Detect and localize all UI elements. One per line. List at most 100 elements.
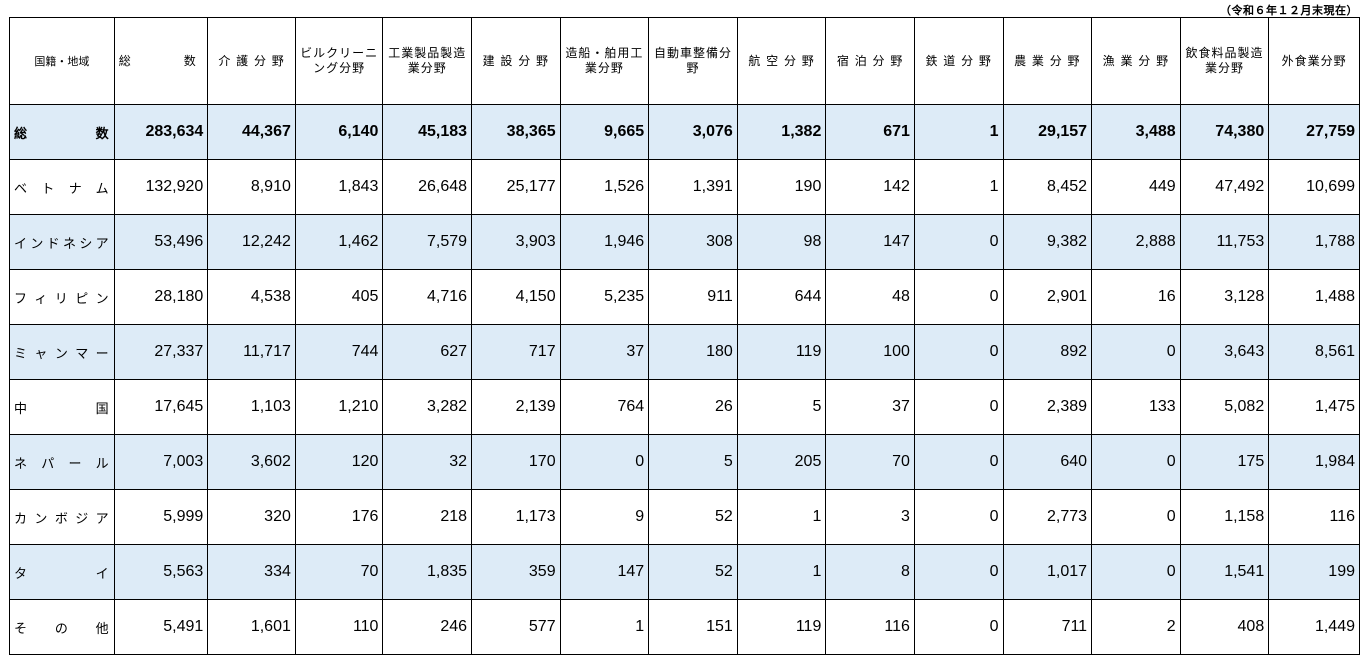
value-cell: 52 xyxy=(648,544,738,600)
value-cell: 26,648 xyxy=(382,159,473,215)
value-cell: 3,282 xyxy=(382,379,473,435)
value-cell: 744 xyxy=(294,324,384,380)
country-cell: ミャンマー xyxy=(9,324,115,380)
header-field: 建 設 分 野 xyxy=(471,17,561,105)
header-field: 自動車整備分野 xyxy=(648,17,738,105)
value-cell: 147 xyxy=(559,544,650,600)
value-cell: 4,716 xyxy=(382,269,473,325)
value-cell: 180 xyxy=(648,324,738,380)
header-field: 農 業 分 野 xyxy=(1002,17,1093,105)
value-cell: 8,910 xyxy=(207,159,296,215)
header-field: 造船・舶用工業分野 xyxy=(559,17,650,105)
value-cell: 0 xyxy=(913,379,1004,435)
value-cell: 1,946 xyxy=(559,214,650,270)
total-cell: 283,634 xyxy=(113,104,209,160)
value-cell: 151 xyxy=(648,599,738,655)
value-cell: 52 xyxy=(648,489,738,545)
value-cell: 711 xyxy=(1002,599,1093,655)
value-cell: 218 xyxy=(382,489,473,545)
header-field: 飲食料品製造業分野 xyxy=(1179,17,1270,105)
table-row: 中国 17,645 1,103 1,210 3,282 2,139 764 26 5 37 0 2,3… xyxy=(9,379,1360,435)
value-cell: 44,367 xyxy=(207,104,296,160)
value-cell: 110 xyxy=(294,599,384,655)
value-cell: 5 xyxy=(648,434,738,490)
value-cell: 70 xyxy=(825,434,915,490)
value-cell: 5 xyxy=(736,379,827,435)
value-cell: 0 xyxy=(913,434,1004,490)
value-cell: 1,449 xyxy=(1268,599,1360,655)
table-body: 総数 283,634 44,367 6,140 45,183 38,365 9,665 3,0… xyxy=(9,104,1360,655)
value-cell: 334 xyxy=(207,544,296,600)
value-cell: 0 xyxy=(913,214,1004,270)
value-cell: 120 xyxy=(294,434,384,490)
value-cell: 176 xyxy=(294,489,384,545)
value-cell: 1 xyxy=(559,599,650,655)
value-cell: 0 xyxy=(1091,489,1181,545)
value-cell: 1 xyxy=(736,544,827,600)
value-cell: 577 xyxy=(471,599,561,655)
value-cell: 2,773 xyxy=(1002,489,1093,545)
value-cell: 640 xyxy=(1002,434,1093,490)
value-cell: 8,561 xyxy=(1268,324,1360,380)
value-cell: 3,602 xyxy=(207,434,296,490)
table-row: その他 5,491 1,601 110 246 577 1 151 119 116 0 711 2 408… xyxy=(9,599,1360,655)
value-cell: 892 xyxy=(1002,324,1093,380)
value-cell: 1,391 xyxy=(648,159,738,215)
country-cell: ベトナム xyxy=(9,159,115,215)
table-row: ミャンマー 27,337 11,717 744 627 717 37 180 119 100 0 89… xyxy=(9,324,1360,380)
value-cell: 133 xyxy=(1091,379,1181,435)
value-cell: 3,643 xyxy=(1179,324,1270,380)
value-cell: 119 xyxy=(736,599,827,655)
value-cell: 0 xyxy=(913,544,1004,600)
table-row: タイ 5,563 334 70 1,835 359 147 52 1 8 0 1,017 0 1,541 1… xyxy=(9,544,1360,600)
value-cell: 627 xyxy=(382,324,473,380)
value-cell: 26 xyxy=(648,379,738,435)
value-cell: 47,492 xyxy=(1179,159,1270,215)
country-cell: ネパール xyxy=(9,434,115,490)
value-cell: 449 xyxy=(1091,159,1181,215)
value-cell: 911 xyxy=(648,269,738,325)
value-cell: 1,462 xyxy=(294,214,384,270)
value-cell: 1,475 xyxy=(1268,379,1360,435)
value-cell: 1 xyxy=(736,489,827,545)
value-cell: 1,835 xyxy=(382,544,473,600)
value-cell: 5,082 xyxy=(1179,379,1270,435)
value-cell: 70 xyxy=(294,544,384,600)
country-cell: インドネシア xyxy=(9,214,115,270)
header-field: 外食業分野 xyxy=(1268,17,1360,105)
date-note: （令和６年１２月末現在） xyxy=(1220,4,1358,17)
value-cell: 644 xyxy=(736,269,827,325)
value-cell: 1 xyxy=(913,159,1004,215)
value-cell: 1,541 xyxy=(1179,544,1270,600)
value-cell: 3 xyxy=(825,489,915,545)
value-cell: 100 xyxy=(825,324,915,380)
value-cell: 25,177 xyxy=(471,159,561,215)
value-cell: 9,665 xyxy=(559,104,650,160)
value-cell: 3,076 xyxy=(648,104,738,160)
value-cell: 119 xyxy=(736,324,827,380)
country-cell: 総数 xyxy=(9,104,115,160)
value-cell: 10,699 xyxy=(1268,159,1360,215)
value-cell: 45,183 xyxy=(382,104,473,160)
value-cell: 671 xyxy=(825,104,915,160)
value-cell: 1,103 xyxy=(207,379,296,435)
value-cell: 320 xyxy=(207,489,296,545)
value-cell: 7,579 xyxy=(382,214,473,270)
header-field: 工業製品製造業分野 xyxy=(382,17,473,105)
value-cell: 205 xyxy=(736,434,827,490)
value-cell: 37 xyxy=(559,324,650,380)
value-cell: 6,140 xyxy=(294,104,384,160)
value-cell: 12,242 xyxy=(207,214,296,270)
header-field: ビルクリーニング分野 xyxy=(294,17,384,105)
value-cell: 2,888 xyxy=(1091,214,1181,270)
value-cell: 1,210 xyxy=(294,379,384,435)
table-row: ネパール 7,003 3,602 120 32 170 0 5 205 70 0 640 0 175 1,9… xyxy=(9,434,1360,490)
total-cell: 53,496 xyxy=(113,214,209,270)
value-cell: 38,365 xyxy=(471,104,561,160)
value-cell: 8,452 xyxy=(1002,159,1093,215)
header-field: 介 護 分 野 xyxy=(207,17,296,105)
value-cell: 27,759 xyxy=(1268,104,1360,160)
value-cell: 3,488 xyxy=(1091,104,1181,160)
table-row: カンボジア 5,999 320 176 218 1,173 9 52 1 3 0 2,773 0 1,15… xyxy=(9,489,1360,545)
value-cell: 48 xyxy=(825,269,915,325)
